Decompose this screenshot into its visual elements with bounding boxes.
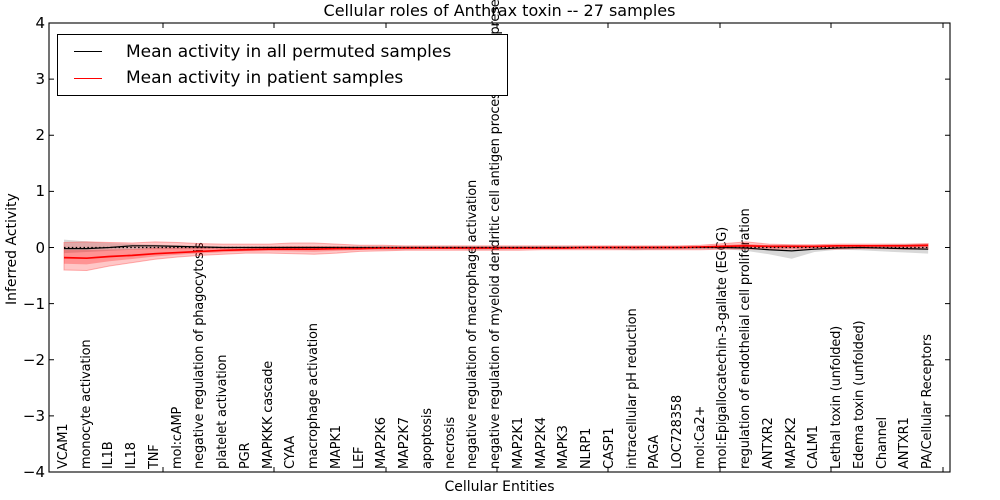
x-tick-label: apoptosis [419, 408, 435, 469]
x-tick-label: MAP2K1 [510, 417, 526, 469]
legend-label: Mean activity in all permuted samples [126, 41, 452, 62]
chart-title: Cellular roles of Anthrax toxin -- 27 sa… [323, 1, 676, 20]
x-tick-label: CYAA [283, 435, 299, 469]
x-tick-label: Lethal toxin (unfolded) [829, 325, 845, 469]
x-tick-label: mol:Epigallocatechin-3-gallate (EGCG) [715, 227, 731, 469]
x-tick-label: IL1B [101, 441, 117, 469]
x-tick-label: regulation of endothelial cell prolifera… [738, 208, 754, 469]
y-tick-label: 2 [35, 126, 45, 145]
x-tick-label: platelet activation [215, 354, 231, 469]
x-tick-label: MAP2K4 [533, 417, 549, 469]
x-tick-label: NLRP1 [579, 427, 595, 469]
x-tick-label: IL18 [124, 442, 140, 469]
y-tick-label: −3 [22, 406, 45, 425]
legend-line-black [74, 51, 102, 53]
legend: Mean activity in all permuted samples Me… [57, 34, 508, 96]
legend-line-red [74, 77, 102, 79]
x-tick-label: Channel [874, 417, 890, 469]
y-tick-label: 4 [35, 14, 45, 32]
y-tick-label: −1 [22, 294, 45, 313]
x-tick-label: monocyte activation [78, 339, 94, 469]
x-tick-label: PGR [237, 442, 253, 469]
x-tick-label: TNF [146, 444, 162, 469]
x-tick-label: ANTXR2 [760, 417, 776, 469]
x-tick-label: PA/Cellular Receptors [920, 334, 936, 469]
x-tick-label: MAP2K6 [374, 417, 390, 469]
x-tick-label: Edema toxin (unfolded) [851, 320, 867, 469]
legend-entry-permuted: Mean activity in all permuted samples [58, 42, 507, 62]
x-tick-label: MAP2K7 [397, 417, 413, 469]
y-tick-label: 3 [35, 70, 45, 89]
y-tick-label: −4 [22, 463, 45, 481]
x-tick-label: intracellular pH reduction [624, 308, 640, 469]
x-tick-label: MAPK1 [328, 425, 344, 469]
x-tick-label: mol:Ca2+ [692, 405, 708, 469]
y-tick-label: −2 [22, 350, 45, 369]
x-tick-label: MAP2K2 [783, 417, 799, 469]
x-tick-label: CALM1 [806, 425, 822, 469]
x-tick-label: PAGA [647, 435, 663, 469]
x-tick-label: MAPK3 [556, 425, 572, 469]
x-axis-title: Cellular Entities [444, 479, 555, 495]
legend-entry-patient: Mean activity in patient samples [58, 68, 507, 88]
x-tick-label: LOC728358 [669, 395, 685, 469]
x-tick-label: MAPKKK cascade [260, 360, 276, 469]
x-tick-label: necrosis [442, 417, 458, 469]
x-tick-label: VCAM1 [56, 423, 71, 469]
x-tick-label: negative regulation of phagocytosis [192, 242, 208, 469]
x-tick-label: negative regulation of macrophage activa… [465, 179, 481, 469]
x-tick-label: CASP1 [601, 427, 617, 469]
x-tick-label: macrophage activation [306, 323, 322, 469]
x-tick-label: LEF [351, 446, 367, 469]
x-tick-label: ANTXR1 [897, 417, 913, 469]
x-tick-label: mol:cAMP [169, 406, 185, 469]
y-tick-label: 1 [35, 182, 45, 201]
legend-label: Mean activity in patient samples [126, 68, 404, 89]
y-tick-label: 0 [35, 238, 45, 257]
